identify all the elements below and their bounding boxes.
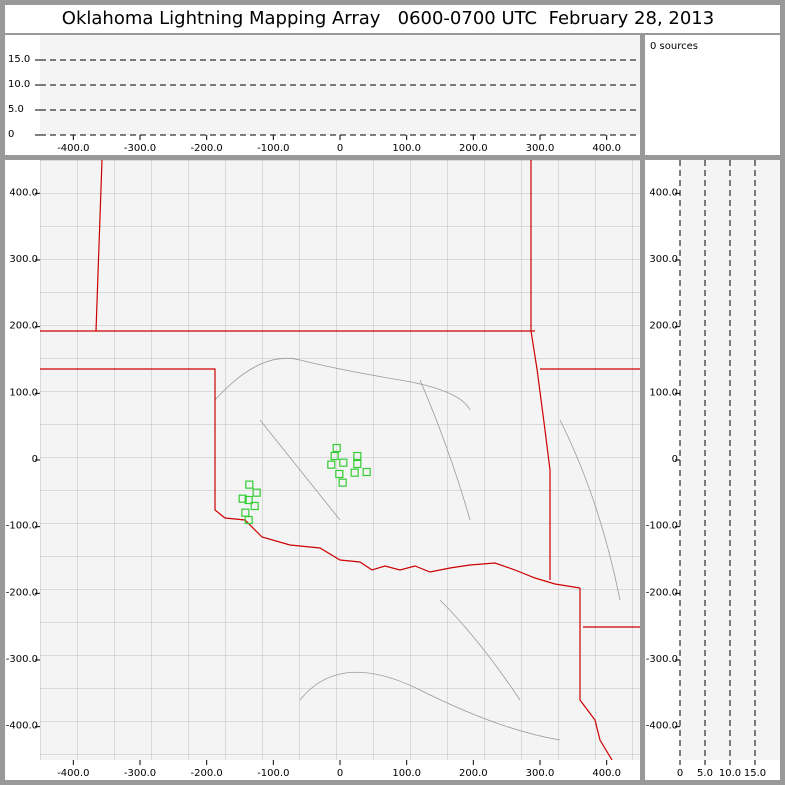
source-point [238, 494, 247, 503]
x-tick-label: -200.0 [191, 143, 223, 154]
y-tick-label: -300.0 [646, 654, 678, 665]
source-point [335, 469, 344, 479]
state-borders [40, 160, 640, 760]
x-tick-label: 15.0 [744, 768, 766, 779]
source-point [245, 480, 254, 489]
x-tick-label: -400.0 [57, 143, 89, 154]
title: Oklahoma Lightning Mapping Array 0600-07… [62, 8, 714, 29]
source-point [339, 458, 348, 467]
x-tick-label: 200.0 [459, 768, 488, 779]
sources-panel [645, 35, 780, 155]
title-bar [5, 5, 780, 33]
rivers [214, 357, 621, 741]
y-tick-label: -400.0 [6, 721, 38, 732]
x-tick-label: 100.0 [392, 768, 421, 779]
y-tick-label: 100.0 [9, 387, 38, 398]
x-tick-label: 300.0 [526, 143, 555, 154]
x-tick-label: 0 [337, 768, 343, 779]
source-point [350, 468, 359, 477]
x-tick-label: 400.0 [592, 768, 621, 779]
x-tick-label: 0 [677, 768, 683, 779]
source-point [353, 459, 362, 469]
y-tick-label: -100.0 [6, 521, 38, 532]
y-tick-label: 10.0 [8, 79, 30, 90]
source-point [250, 501, 259, 511]
x-tick-label: 5.0 [697, 768, 713, 779]
y-tick-label: -200.0 [6, 587, 38, 598]
y-tick-label: 0 [8, 129, 14, 140]
x-tick-label: -100.0 [257, 768, 289, 779]
sources-count: 0 sources [650, 41, 698, 52]
y-tick-label: 0 [32, 454, 38, 465]
source-point [330, 451, 339, 461]
y-tick-label: -400.0 [646, 721, 678, 732]
source-point [353, 451, 362, 461]
x-tick-label: 10.0 [719, 768, 741, 779]
y-tick-label: 400.0 [9, 187, 38, 198]
x-tick-label: 400.0 [592, 143, 621, 154]
y-tick-label: 400.0 [649, 187, 678, 198]
x-tick-label: 300.0 [526, 768, 555, 779]
y-tick-label: 0 [672, 454, 678, 465]
x-tick-label: -300.0 [124, 768, 156, 779]
x-tick-label: -400.0 [57, 768, 89, 779]
source-point [252, 488, 261, 497]
x-tick-label: -200.0 [191, 768, 223, 779]
source-point [338, 478, 347, 487]
y-tick-label: -300.0 [6, 654, 38, 665]
y-tick-label: 300.0 [649, 254, 678, 265]
y-tick-label: -100.0 [646, 521, 678, 532]
source-point [362, 467, 371, 477]
y-tick-label: 200.0 [9, 321, 38, 332]
y-tick-label: 200.0 [649, 321, 678, 332]
y-tick-label: -200.0 [646, 587, 678, 598]
x-tick-label: 200.0 [459, 143, 488, 154]
x-tick-label: 0 [337, 143, 343, 154]
y-tick-label: 100.0 [649, 387, 678, 398]
y-tick-label: 300.0 [9, 254, 38, 265]
x-tick-label: -300.0 [124, 143, 156, 154]
y-tick-label: 5.0 [8, 104, 24, 115]
x-tick-label: -100.0 [257, 143, 289, 154]
source-point [244, 495, 253, 505]
y-tick-label: 15.0 [8, 54, 30, 65]
x-tick-label: 100.0 [392, 143, 421, 154]
source-point [332, 443, 341, 453]
source-point [327, 460, 336, 469]
source-point [244, 515, 253, 525]
